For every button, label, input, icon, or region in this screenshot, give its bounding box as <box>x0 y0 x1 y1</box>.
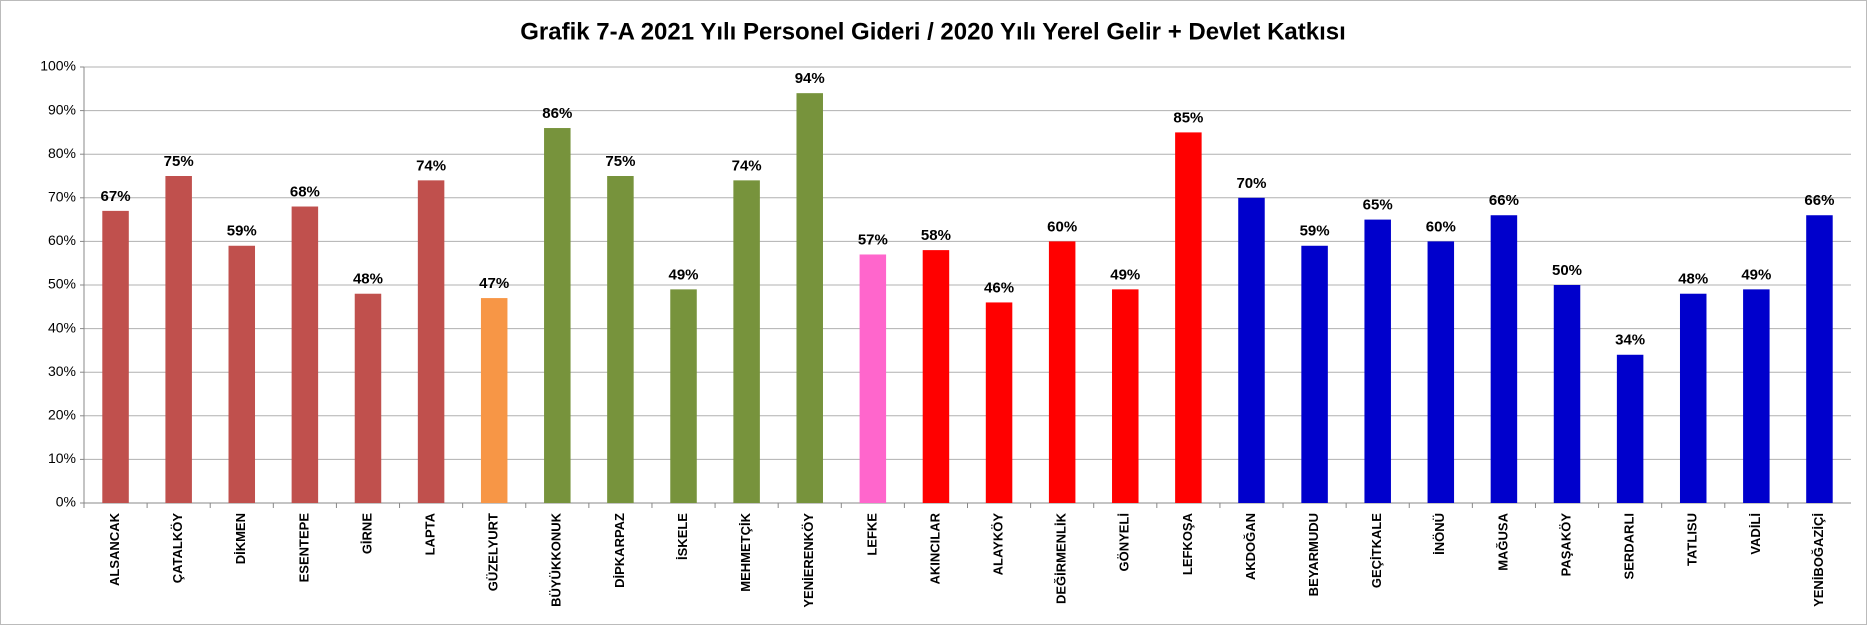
bar <box>1616 354 1644 503</box>
bar <box>1743 289 1770 503</box>
y-tick-label: 60% <box>48 232 76 248</box>
bar <box>796 93 823 503</box>
bar <box>1427 241 1455 503</box>
x-tick-label: LEFKE <box>864 513 879 556</box>
x-tick-label: MEHMETÇİK <box>738 512 753 591</box>
x-tick-label: İSKELE <box>675 513 690 560</box>
x-tick-label: ESENTEPE <box>296 513 311 583</box>
value-label: 85% <box>1173 109 1203 126</box>
y-tick-label: 100% <box>40 58 76 74</box>
bar <box>922 250 950 503</box>
x-tick-label: GEÇİTKALE <box>1369 513 1384 588</box>
value-label: 59% <box>227 223 257 240</box>
bar <box>1806 215 1833 504</box>
value-label: 74% <box>732 157 762 174</box>
value-label: 68% <box>290 183 320 200</box>
x-tick-label: GÖNYELİ <box>1117 513 1132 572</box>
x-tick-label: AKDOĞAN <box>1243 513 1258 580</box>
y-tick-label: 70% <box>48 189 76 205</box>
value-label: 46% <box>984 279 1014 296</box>
bar <box>607 176 634 503</box>
bar <box>1301 245 1328 503</box>
x-tick-label: SERDARLI <box>1622 513 1637 579</box>
x-tick-label: GİRNE <box>359 513 374 555</box>
x-tick-label: LEFKOŞA <box>1180 512 1195 575</box>
value-label: 60% <box>1047 218 1077 235</box>
y-tick-label: 40% <box>48 319 76 335</box>
value-label: 65% <box>1363 197 1393 214</box>
bar <box>480 298 508 503</box>
x-tick-label: GÜZELYURT <box>486 513 501 591</box>
bar <box>354 293 382 503</box>
x-tick-label: MAĞUSA <box>1495 512 1510 570</box>
value-label: 57% <box>858 231 888 248</box>
x-tick-label: TATLISU <box>1685 513 1700 566</box>
bar <box>417 180 445 504</box>
value-label: 58% <box>921 227 951 244</box>
y-tick-label: 10% <box>48 450 76 466</box>
x-tick-label: DEĞİRMENLİK <box>1054 512 1069 604</box>
x-tick-label: ALSANCAK <box>107 512 122 586</box>
x-tick-label: ALAYKÖY <box>990 513 1005 576</box>
x-tick-label: AKINCILAR <box>927 512 942 584</box>
value-label: 75% <box>164 153 194 170</box>
bar <box>1364 219 1391 503</box>
bar <box>102 210 129 503</box>
value-label: 59% <box>1300 223 1330 240</box>
value-label: 66% <box>1804 192 1834 209</box>
bar <box>1553 285 1581 503</box>
value-label: 74% <box>416 157 446 174</box>
x-tick-label: DİKMEN <box>233 513 248 564</box>
chart-title: Grafik 7-A 2021 Yılı Personel Gideri / 2… <box>520 18 1346 45</box>
x-tick-label: İNÖNÜ <box>1432 513 1447 555</box>
value-label: 49% <box>669 266 699 283</box>
bar <box>1048 241 1076 503</box>
bar <box>1175 132 1202 503</box>
y-tick-label: 90% <box>48 101 76 117</box>
y-tick-label: 20% <box>48 407 76 423</box>
x-tick-label: ÇATALKÖY <box>170 513 185 584</box>
bar <box>859 254 887 503</box>
value-label: 48% <box>1678 271 1708 288</box>
bar <box>1112 289 1139 503</box>
value-label: 75% <box>605 153 635 170</box>
x-tick-label: DİPKARPAZ <box>612 513 627 588</box>
value-label: 70% <box>1236 175 1266 192</box>
bar <box>1679 293 1707 503</box>
bar <box>544 128 571 504</box>
x-tick-label: BEYARMUDU <box>1306 513 1321 596</box>
value-label: 50% <box>1552 262 1582 279</box>
value-label: 60% <box>1426 218 1456 235</box>
x-tick-label: YENİERENKÖY <box>801 513 816 608</box>
bar <box>1490 215 1518 504</box>
value-label: 49% <box>1741 266 1771 283</box>
bar <box>228 245 256 503</box>
x-tick-label: LAPTA <box>423 512 438 555</box>
bar <box>1238 197 1265 504</box>
value-label: 48% <box>353 271 383 288</box>
bar <box>670 289 697 503</box>
x-tick-label: BÜYÜKKONUK <box>549 512 564 607</box>
value-label: 94% <box>795 70 825 87</box>
x-tick-label: VADİLİ <box>1748 513 1763 555</box>
bar <box>985 302 1013 503</box>
bar <box>165 176 192 503</box>
value-label: 66% <box>1489 192 1519 209</box>
bar <box>733 180 760 504</box>
value-label: 34% <box>1615 332 1645 349</box>
y-tick-label: 50% <box>48 276 76 292</box>
x-tick-label: YENİBOĞAZİÇİ <box>1811 513 1826 607</box>
value-label: 47% <box>479 275 509 292</box>
y-tick-label: 0% <box>56 494 76 510</box>
y-tick-label: 80% <box>48 145 76 161</box>
value-label: 67% <box>101 188 131 205</box>
value-label: 86% <box>542 105 572 122</box>
y-tick-label: 30% <box>48 363 76 379</box>
x-tick-label: PAŞAKÖY <box>1558 513 1573 577</box>
bar <box>291 206 319 503</box>
value-label: 49% <box>1110 266 1140 283</box>
